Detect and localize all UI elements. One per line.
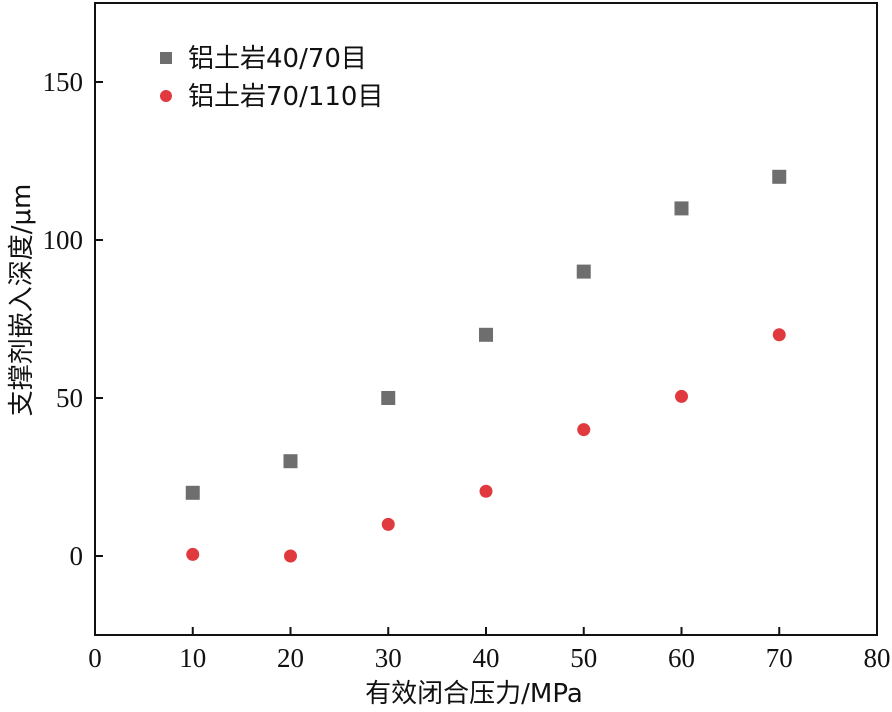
x-tick-label: 80 — [864, 643, 891, 673]
x-tick-label: 50 — [570, 643, 597, 673]
legend-label: 铝土岩70/110目 — [188, 82, 383, 112]
y-axis-ticks: 0 50 100 150 — [43, 67, 103, 571]
x-tick-label: 40 — [473, 643, 500, 673]
data-point-square — [576, 264, 591, 279]
data-point-square — [185, 485, 200, 500]
data-point-square — [772, 169, 787, 184]
x-tick-label: 10 — [179, 643, 206, 673]
data-point-square — [674, 201, 689, 216]
data-point-circle — [675, 389, 688, 403]
data-point-circle — [381, 517, 395, 531]
y-tick-label: 100 — [43, 225, 84, 255]
legend-marker-square — [160, 52, 172, 64]
data-point-circle — [186, 547, 200, 561]
legend-label: 铝土岩40/70目 — [188, 44, 367, 74]
x-tick-label: 70 — [766, 643, 793, 673]
data-point-square — [479, 327, 493, 342]
data-point-circle — [577, 423, 591, 437]
y-tick-label: 0 — [70, 541, 84, 571]
x-axis-title: 有效闭合压力/MPa — [365, 679, 583, 709]
data-point-square — [283, 454, 298, 469]
data-point-circle — [772, 328, 786, 342]
data-point-circle — [284, 549, 297, 563]
data-points — [185, 169, 787, 563]
x-tick-label: 20 — [277, 643, 304, 673]
y-tick-label: 150 — [43, 67, 84, 97]
y-axis-title: 支撑剂嵌入深度/μm — [7, 184, 37, 417]
x-tick-label: 60 — [668, 643, 695, 673]
data-point-square — [381, 391, 396, 405]
y-tick-label: 50 — [56, 383, 83, 413]
data-point-circle — [479, 484, 493, 498]
x-tick-label: 0 — [88, 643, 102, 673]
x-axis-ticks: 0 10 20 30 40 50 60 70 80 — [88, 627, 891, 673]
x-tick-label: 30 — [375, 643, 402, 673]
legend-marker-circle — [160, 90, 172, 102]
